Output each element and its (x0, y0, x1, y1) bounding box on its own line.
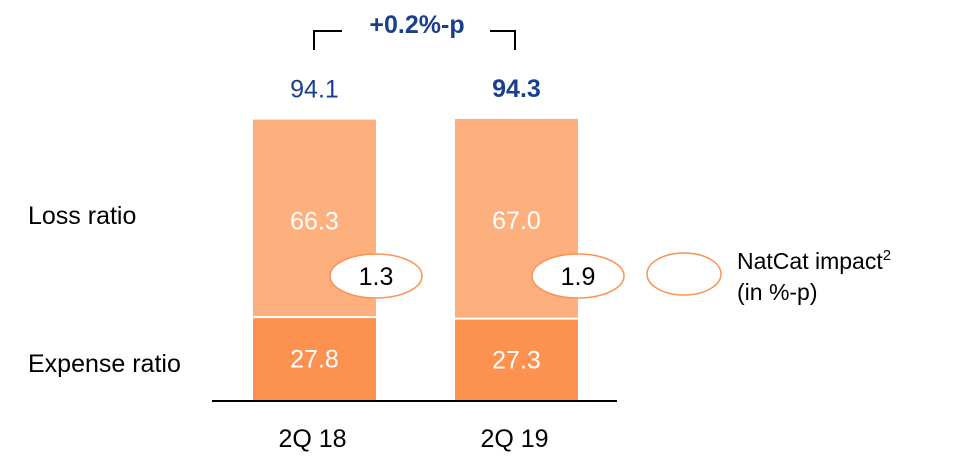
bar-expense-ratio-2 (455, 318, 578, 400)
natcat-legend-footnote: 2 (883, 247, 891, 264)
natcat-legend-title: NatCat impact2 (737, 247, 891, 274)
delta-label: +0.2%-p (369, 11, 464, 39)
data-label-loss-ratio-2: 67.0 (492, 207, 541, 235)
bars-layer: 27.8 66.3 94.1 2Q 18 27.3 67.0 94.3 2Q 19 1.3 1.9 (253, 75, 625, 453)
series-label-loss-ratio: Loss ratio (28, 202, 136, 230)
natcat-ellipse-1 (329, 253, 423, 299)
series-label-expense-ratio: Expense ratio (28, 350, 181, 378)
category-label-1: 2Q 18 (278, 425, 346, 453)
natcat-ellipse-2 (531, 253, 625, 299)
natcat-value-2: 1.9 (561, 263, 596, 291)
total-label-2: 94.3 (492, 75, 541, 103)
delta-bracket-left (313, 30, 342, 50)
category-label-2: 2Q 19 (480, 425, 548, 453)
bar-expense-ratio-1 (253, 317, 376, 400)
natcat-legend-marker (646, 252, 722, 296)
natcat-legend-unit: (in %-p) (737, 279, 818, 305)
delta-bracket-right (490, 30, 516, 50)
natcat-legend-text: NatCat impact (737, 248, 883, 274)
data-label-loss-ratio-1: 66.3 (290, 208, 339, 236)
total-label-1: 94.1 (290, 76, 339, 104)
data-label-expense-ratio-1: 27.8 (290, 346, 339, 374)
natcat-value-1: 1.3 (359, 263, 394, 291)
data-label-expense-ratio-2: 27.3 (492, 346, 541, 374)
